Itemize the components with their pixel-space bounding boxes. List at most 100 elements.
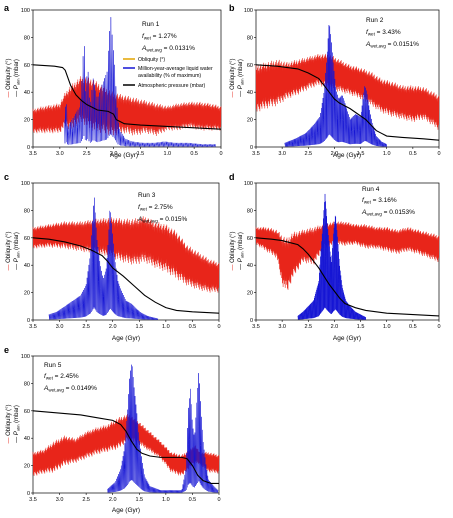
y-ticks-d: 0 20 40 60 80 100 [244,181,256,324]
x-axis-label-b: Age (Gyr) [333,152,361,159]
legend-label-water-1: Million-year-average liquid water [138,66,213,72]
plot-frame-c [32,182,220,321]
y-tick-label: 20 [247,118,253,124]
y-tick-label: 100 [244,8,253,14]
x-tick-label: 1.5 [357,151,365,157]
y-tick-label: 40 [24,436,30,442]
y-ticks-b: 0 20 40 60 80 100 [244,8,256,151]
y-tick-label: 60 [24,236,30,242]
x-tick-label: 3.0 [56,151,64,157]
y-tick-label: 60 [247,236,253,242]
y-tick-label: 60 [24,63,30,69]
x-tick-label: 2.0 [331,324,339,330]
y-tick-label: 0 [250,145,253,151]
plot-frame-e [32,355,220,494]
panel-letter-a: a [4,3,10,13]
x-tick-label: 1.0 [163,151,171,157]
y-tick-label: 0 [250,318,253,324]
y-axis-label-pressure-c: — Patm (mbar) [14,232,21,270]
x-tick-label: 1.5 [357,324,365,330]
legend: Obliquity (°) Million-year-average liqui… [123,57,213,89]
pressure-line-b [255,64,440,141]
y-axis-label-pressure-e: — Patm (mbar) [14,405,21,443]
y-tick-label: 0 [27,145,30,151]
x-axis-label-e: Age (Gyr) [112,507,140,514]
x-tick-label: 0.5 [189,324,197,330]
x-tick-label: 3.5 [29,324,37,330]
y-axis-label-obliquity-a: — Obliquity (°) [6,58,12,97]
pressure-series-d [255,237,440,317]
x-tick-label: 1.0 [162,324,170,330]
x-tick-label: 2.0 [109,324,117,330]
y-axis-label-pressure-d: — Patm (mbar) [238,232,245,270]
obliquity-band-a [32,76,222,136]
x-tick-label: 1.5 [135,324,143,330]
water-availability-line-b [284,25,387,147]
legend-label-obliquity: Obliquity (°) [138,57,165,63]
legend-label-pressure: Atmospheric pressure (mbar) [138,83,205,89]
x-tick-label: 3.5 [29,497,37,503]
panel-a: a 0 20 40 60 80 100 3.5 3.0 2.5 2.0 1.5 1.0 0.5 0 Ag… [4,3,223,159]
y-tick-label: 20 [24,464,30,470]
a-wet-a: Awet,avg = 0.0131% [141,45,195,53]
x-ticks-c: 3.5 3.0 2.5 2.0 1.5 1.0 0.5 0 [29,320,221,330]
obliquity-line-d [255,221,440,290]
a-wet-d: Awet,avg = 0.0153% [361,209,415,217]
x-tick-label: 1.0 [383,324,391,330]
x-tick-label: 1.0 [383,151,391,157]
y-tick-label: 40 [247,90,253,96]
y-tick-label: 0 [27,318,30,324]
y-axis-label-obliquity-b: — Obliquity (°) [230,58,236,97]
run-label-d: Run 4 [362,186,380,193]
f-wet-e: fwet = 2.45% [44,373,79,381]
pressure-line-e [32,410,219,484]
run-label-e: Run 5 [44,362,62,369]
a-wet-e: Awet,avg = 0.0149% [43,385,97,393]
water-availability-line-a [63,17,216,147]
y-tick-label: 100 [21,354,30,360]
x-tick-label: 0 [437,151,440,157]
water-series-c [48,197,159,321]
panel-letter-c: c [4,172,9,182]
x-tick-label: 1.5 [137,151,145,157]
x-tick-label: 3.0 [56,324,64,330]
y-tick-label: 20 [247,291,253,297]
obliquity-line-c [32,216,220,293]
x-tick-label: 0.5 [409,151,417,157]
x-tick-label: 1.0 [162,497,170,503]
panel-d: d 0 20 40 60 80 100 3.5 3.0 2.5 2.0 1.5 1.0 0.5 0 Ag… [229,172,441,342]
x-tick-label: 3.5 [252,151,260,157]
x-tick-label: 3.0 [56,497,64,503]
obliquity-band-c [32,216,220,293]
y-axis-label-pressure-b: — Patm (mbar) [238,59,245,97]
y-tick-label: 100 [21,8,30,14]
pressure-line-c [32,237,220,314]
x-tick-label: 0 [217,497,220,503]
x-tick-label: 3.5 [29,151,37,157]
a-wet-b: Awet,avg = 0.0151% [365,41,419,49]
y-ticks-c: 0 20 40 60 80 100 [21,181,33,324]
y-ticks-a: 0 20 40 60 80 100 [21,8,33,151]
water-series-d [297,193,367,320]
panel-letter-e: e [4,345,9,355]
x-tick-label: 2.0 [331,151,339,157]
x-tick-label: 2.5 [83,151,91,157]
panel-b: b 0 20 40 60 80 100 3.5 3.0 2.5 2.0 1.5 1.0 0.5 0 Ag… [229,3,441,159]
y-tick-label: 80 [24,208,30,214]
pressure-series-e [32,410,219,484]
y-tick-label: 60 [24,409,30,415]
legend-label-water-2: availability (% of maximum) [138,73,201,79]
pressure-series-b [255,64,440,141]
y-tick-label: 40 [24,263,30,269]
x-tick-label: 2.5 [304,324,312,330]
f-wet-c: fwet = 2.75% [138,204,173,212]
x-ticks-b: 3.5 3.0 2.5 2.0 1.5 1.0 0.5 0 [252,147,441,157]
y-ticks-e: 0 20 40 60 80 100 [21,354,33,497]
obliquity-band-d [255,221,440,290]
x-axis-label-c: Age (Gyr) [112,335,140,342]
pressure-series-a [32,64,222,130]
y-tick-label: 80 [247,35,253,41]
x-tick-label: 3.0 [278,151,286,157]
f-wet-a: fwet = 1.27% [142,33,177,41]
